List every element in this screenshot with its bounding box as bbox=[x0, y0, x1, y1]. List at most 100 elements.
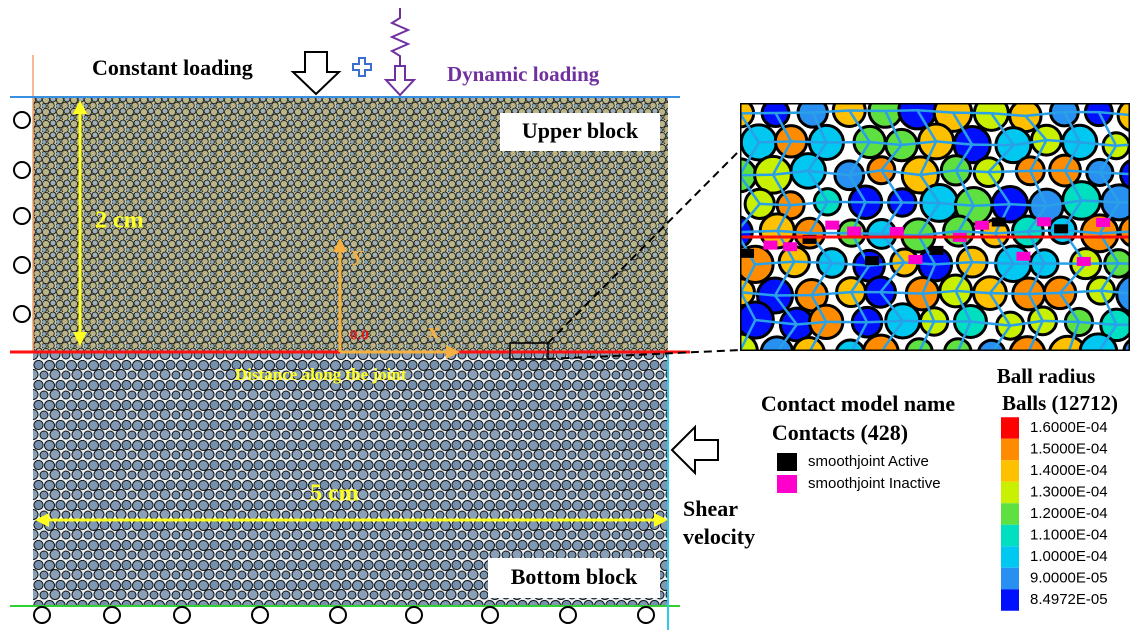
spring bbox=[392, 8, 408, 66]
zoom-inset bbox=[721, 92, 1140, 374]
legend-label: 1.2000E-04 bbox=[1030, 505, 1108, 522]
inset-contact bbox=[929, 246, 943, 255]
constant-arrow bbox=[293, 52, 339, 94]
constant-loading-label: Constant loading bbox=[92, 55, 253, 80]
legend-swatch bbox=[1001, 417, 1019, 439]
inset-ball bbox=[945, 339, 971, 365]
force-chain bbox=[1029, 293, 1060, 294]
origin-label: 0.0 bbox=[350, 327, 369, 343]
force-chain bbox=[972, 262, 1013, 264]
legend-label: 1.4000E-04 bbox=[1030, 462, 1108, 479]
force-chain bbox=[990, 293, 1029, 294]
inset-contact bbox=[890, 227, 904, 236]
legend-label: 1.3000E-04 bbox=[1030, 483, 1108, 500]
inset-ball bbox=[722, 334, 757, 369]
force-chain bbox=[1010, 204, 1046, 206]
legend-label: 8.4972E-05 bbox=[1030, 591, 1108, 608]
force-chain bbox=[989, 171, 1031, 172]
legend-swatch bbox=[777, 475, 797, 493]
inset-ball bbox=[836, 340, 864, 368]
force-chain bbox=[1027, 354, 1067, 355]
inset-ball bbox=[1124, 337, 1140, 368]
force-chain bbox=[885, 110, 917, 111]
inset-contact bbox=[740, 249, 754, 258]
inset-contact bbox=[783, 242, 797, 251]
joint-label: Distance along the joint bbox=[235, 365, 407, 384]
inset-contact bbox=[908, 255, 922, 264]
legend-label: 1.1000E-04 bbox=[1030, 526, 1108, 543]
force-chain bbox=[1136, 174, 1140, 202]
legend-swatch bbox=[1001, 589, 1019, 611]
force-chain bbox=[1135, 294, 1140, 324]
shear-label: velocity bbox=[683, 524, 755, 549]
dynamic-arrow bbox=[386, 66, 414, 95]
upper-block-label: Upper block bbox=[522, 118, 639, 143]
legend-swatch bbox=[1001, 460, 1019, 482]
bottom-block-label: Bottom block bbox=[511, 564, 638, 589]
inset-contact bbox=[1037, 217, 1051, 226]
legend-label: smoothjoint Inactive bbox=[808, 475, 941, 492]
width-label: 5 cm bbox=[310, 481, 359, 507]
height-label: 2 cm bbox=[95, 208, 144, 234]
force-chain bbox=[1136, 143, 1140, 175]
force-chain bbox=[826, 142, 869, 143]
x-axis-label: x bbox=[428, 318, 439, 343]
inset-contact bbox=[847, 227, 861, 236]
force-chain bbox=[760, 204, 791, 205]
force-chain bbox=[1043, 321, 1079, 322]
y-axis-label: y bbox=[352, 241, 363, 266]
legend-label: 1.0000E-04 bbox=[1030, 548, 1108, 565]
shear-label: Shear bbox=[683, 496, 738, 521]
legend-swatch bbox=[1001, 546, 1019, 568]
figure: Constant loading Dynamic loading Upper b… bbox=[0, 0, 1140, 634]
force-chain bbox=[791, 141, 826, 142]
force-chain bbox=[953, 113, 991, 114]
force-chain bbox=[1068, 352, 1099, 354]
ball-legend-subtitle: Balls (12712) bbox=[1002, 391, 1118, 415]
inset-contact bbox=[763, 241, 777, 250]
force-chain bbox=[1134, 115, 1140, 142]
force-chain bbox=[850, 353, 881, 354]
force-chain bbox=[809, 353, 850, 354]
plus-sign bbox=[353, 58, 371, 76]
contact-legend: smoothjoint Active smoothjoint Inactive bbox=[777, 453, 941, 493]
force-chain bbox=[1135, 203, 1140, 232]
inset-balls bbox=[721, 92, 1140, 374]
inset-ball bbox=[1136, 184, 1140, 221]
legend-swatch bbox=[1001, 503, 1019, 525]
force-chain bbox=[880, 292, 922, 294]
inset-ball bbox=[793, 337, 824, 368]
legend-label: smoothjoint Active bbox=[808, 453, 929, 470]
inset-contact bbox=[865, 256, 879, 265]
force-chain bbox=[958, 352, 992, 353]
inset-ball bbox=[978, 340, 1004, 366]
force-chain bbox=[867, 321, 903, 322]
inset-ball bbox=[906, 339, 932, 365]
force-chain bbox=[776, 112, 813, 113]
legend-swatch bbox=[1001, 439, 1019, 461]
legend-label: 1.6000E-04 bbox=[1030, 419, 1108, 436]
shear-arrow bbox=[672, 427, 718, 473]
inset-contact bbox=[1054, 224, 1068, 233]
ball-legend-title: Ball radius bbox=[997, 364, 1096, 388]
contact-legend-title: Contact model name bbox=[761, 391, 956, 416]
legend-label: 9.0000E-05 bbox=[1030, 569, 1108, 586]
inset-ball bbox=[761, 337, 793, 369]
force-chain bbox=[903, 321, 934, 322]
legend-swatch bbox=[777, 453, 797, 471]
force-chain bbox=[1135, 231, 1140, 264]
inset-contact bbox=[825, 221, 839, 230]
inset-ball bbox=[863, 335, 898, 370]
force-chain bbox=[1116, 324, 1140, 325]
force-chain bbox=[974, 204, 1010, 206]
force-chain bbox=[992, 353, 1028, 354]
force-chain bbox=[794, 262, 832, 263]
legend-swatch bbox=[1001, 525, 1019, 547]
inset-contact bbox=[992, 218, 1006, 227]
legend-swatch bbox=[1001, 568, 1019, 590]
inset-contact bbox=[975, 221, 989, 230]
legend-swatch bbox=[1001, 482, 1019, 504]
inset-contact bbox=[1096, 218, 1110, 227]
inset-contact bbox=[1077, 257, 1091, 266]
force-chain bbox=[972, 145, 1013, 146]
